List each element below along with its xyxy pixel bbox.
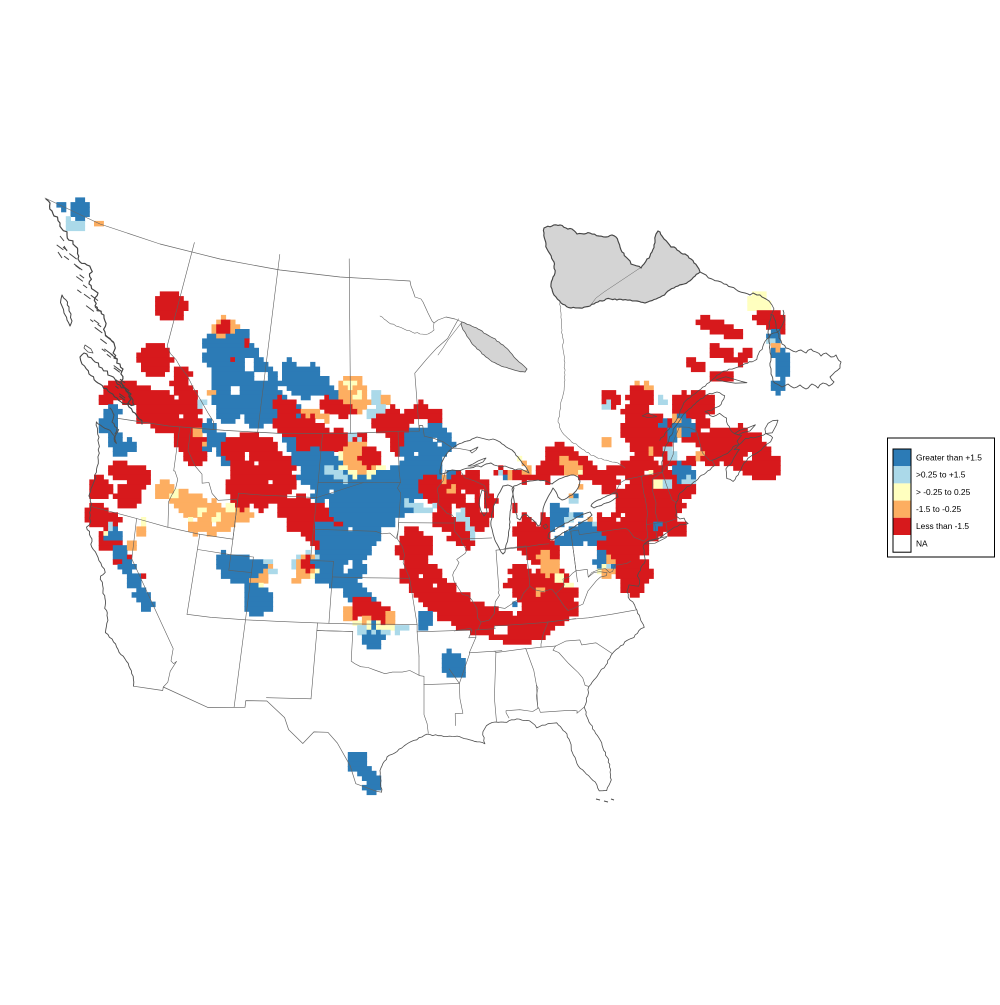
svg-text:Greater than +1.5: Greater than +1.5 [916, 452, 982, 462]
svg-text:-1.5 to -0.25: -1.5 to -0.25 [916, 504, 962, 514]
svg-text:>0.25 to +1.5: >0.25 to +1.5 [916, 470, 966, 480]
svg-text:> -0.25 to 0.25: > -0.25 to 0.25 [916, 487, 971, 497]
svg-text:NA: NA [916, 538, 928, 548]
svg-text:Less than -1.5: Less than -1.5 [916, 521, 969, 531]
